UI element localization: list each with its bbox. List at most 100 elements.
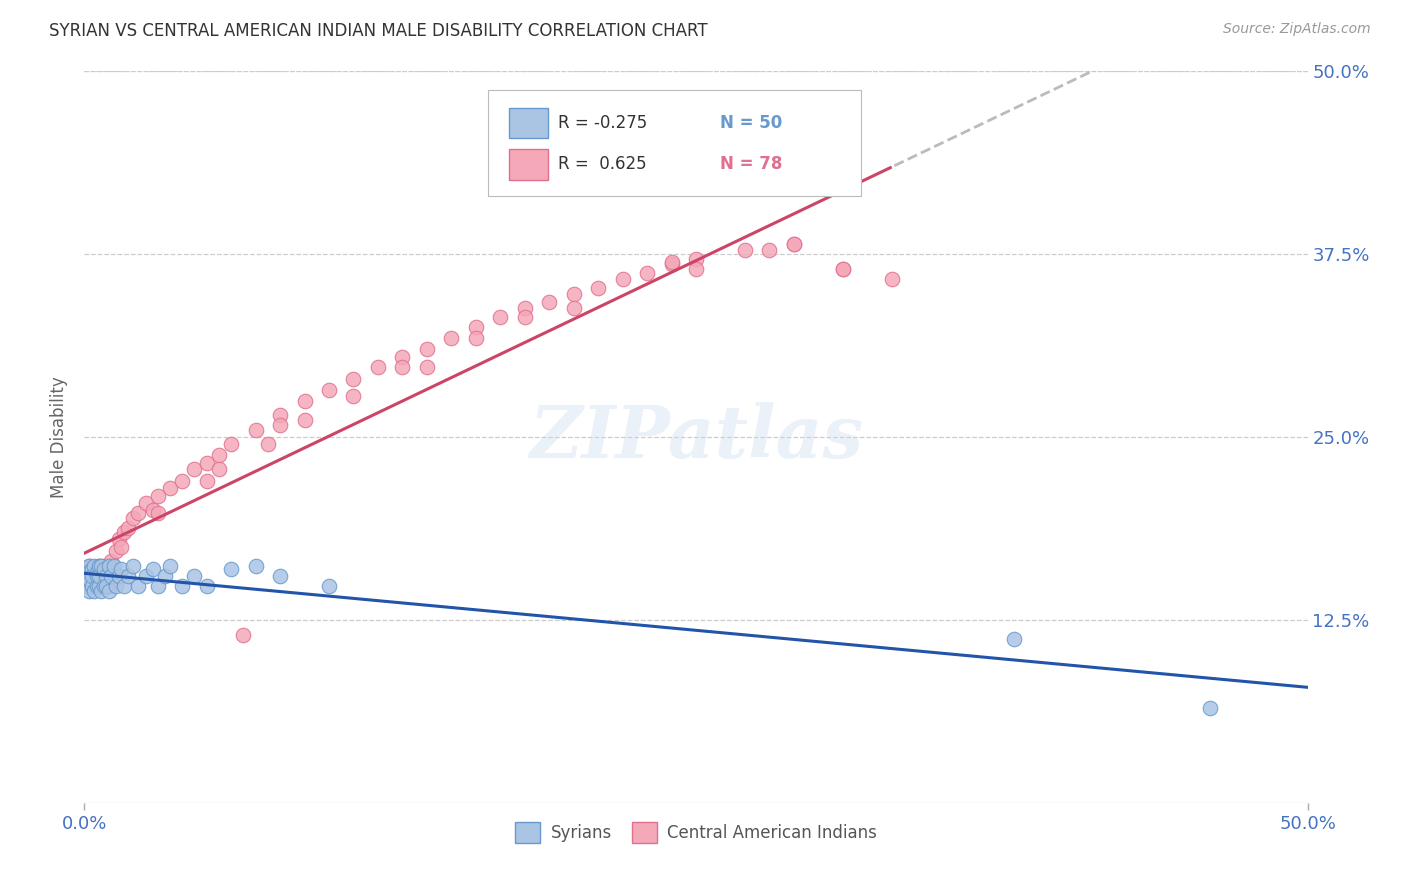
Point: [538, 295, 561, 310]
Point: [464, 330, 486, 344]
Point: [636, 266, 658, 280]
Point: [172, 474, 194, 488]
Point: [86, 565, 108, 579]
Point: [76, 562, 98, 576]
Point: [294, 412, 316, 426]
Point: [105, 579, 128, 593]
Point: [87, 579, 110, 593]
Point: [93, 562, 115, 576]
Point: [76, 579, 98, 593]
Point: [562, 301, 585, 316]
Point: [100, 554, 122, 568]
Point: [464, 320, 486, 334]
Legend: Syrians, Central American Indians: Syrians, Central American Indians: [509, 815, 883, 849]
Point: [73, 576, 96, 591]
Point: [90, 569, 112, 583]
Point: [513, 310, 536, 325]
Point: [86, 579, 108, 593]
Point: [93, 558, 115, 573]
Point: [77, 569, 100, 583]
Point: [440, 330, 463, 344]
Text: N = 78: N = 78: [720, 155, 783, 173]
Point: [159, 558, 181, 573]
Point: [758, 243, 780, 257]
Point: [172, 579, 194, 593]
Point: [122, 510, 145, 524]
Point: [257, 437, 280, 451]
Point: [110, 540, 132, 554]
Point: [96, 579, 118, 593]
Point: [90, 558, 112, 573]
Point: [416, 359, 439, 374]
Point: [153, 569, 176, 583]
Point: [831, 261, 853, 276]
Point: [76, 579, 98, 593]
Point: [110, 562, 132, 576]
Point: [83, 562, 105, 576]
Point: [80, 562, 103, 576]
Point: [107, 533, 129, 547]
Point: [117, 569, 139, 583]
Point: [80, 569, 103, 583]
Point: [77, 558, 100, 573]
Point: [97, 558, 120, 573]
Point: [142, 562, 165, 576]
FancyBboxPatch shape: [488, 90, 860, 195]
Point: [87, 569, 110, 583]
Text: Source: ZipAtlas.com: Source: ZipAtlas.com: [1223, 22, 1371, 37]
Point: [73, 576, 96, 591]
Point: [513, 301, 536, 316]
Point: [661, 254, 683, 268]
Point: [219, 562, 242, 576]
Point: [96, 569, 118, 583]
Point: [661, 257, 683, 271]
Point: [135, 569, 157, 583]
Point: [269, 408, 291, 422]
Point: [107, 569, 129, 583]
Point: [97, 558, 120, 573]
Point: [416, 343, 439, 357]
Point: [80, 579, 103, 593]
Point: [391, 359, 413, 374]
Point: [159, 481, 181, 495]
Text: ZIPatlas: ZIPatlas: [529, 401, 863, 473]
Point: [93, 579, 115, 593]
Point: [245, 558, 267, 573]
Point: [76, 565, 98, 579]
Point: [86, 565, 108, 579]
Point: [685, 252, 707, 266]
Point: [367, 359, 389, 374]
FancyBboxPatch shape: [509, 108, 548, 138]
Point: [183, 569, 205, 583]
Point: [685, 261, 707, 276]
Point: [219, 437, 242, 451]
Point: [245, 423, 267, 437]
Point: [80, 579, 103, 593]
Point: [831, 261, 853, 276]
Point: [117, 521, 139, 535]
Point: [80, 569, 103, 583]
Text: N = 50: N = 50: [720, 114, 783, 132]
Text: R = -0.275: R = -0.275: [558, 114, 647, 132]
FancyBboxPatch shape: [509, 149, 548, 180]
Point: [880, 272, 903, 286]
Point: [112, 525, 135, 540]
Point: [87, 558, 110, 573]
Point: [586, 281, 609, 295]
Point: [269, 569, 291, 583]
Text: R =  0.625: R = 0.625: [558, 155, 647, 173]
Point: [183, 462, 205, 476]
Text: SYRIAN VS CENTRAL AMERICAN INDIAN MALE DISABILITY CORRELATION CHART: SYRIAN VS CENTRAL AMERICAN INDIAN MALE D…: [49, 22, 707, 40]
Point: [208, 462, 231, 476]
Point: [77, 583, 100, 598]
Point: [112, 579, 135, 593]
Point: [562, 286, 585, 301]
Point: [86, 569, 108, 583]
Point: [232, 627, 254, 641]
Point: [97, 579, 120, 593]
Point: [77, 572, 100, 586]
Point: [342, 371, 364, 385]
Point: [142, 503, 165, 517]
Y-axis label: Male Disability: Male Disability: [51, 376, 69, 498]
Point: [208, 448, 231, 462]
